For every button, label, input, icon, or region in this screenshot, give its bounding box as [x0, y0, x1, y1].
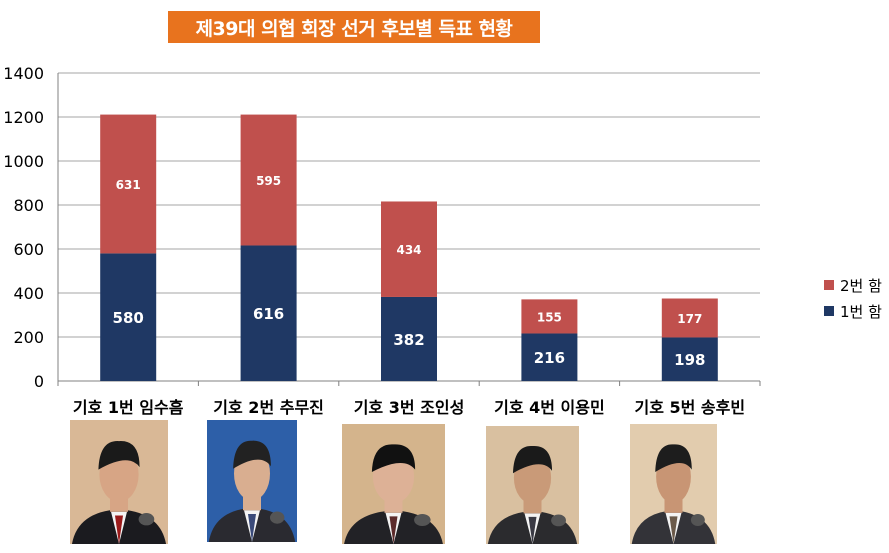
- x-category-label: 기호 5번 송후빈: [635, 398, 746, 417]
- legend-item-round1: 1번 함: [824, 298, 882, 324]
- data-label-round2: 434: [396, 243, 421, 257]
- data-label-round2: 595: [256, 174, 281, 188]
- data-label-round1: 216: [534, 349, 565, 367]
- chart-legend: 2번 함 1번 함: [824, 272, 882, 324]
- bar-round2: [240, 114, 297, 246]
- y-tick-label: 1400: [3, 64, 44, 83]
- data-label-round1: 198: [674, 351, 705, 369]
- bar-round1: [240, 245, 297, 381]
- y-tick-label: 400: [13, 284, 44, 303]
- data-label-round2: 155: [537, 310, 562, 324]
- legend-label-round1: 1번 함: [840, 302, 882, 321]
- legend-swatch-round2: [824, 280, 834, 290]
- legend-swatch-round1: [824, 306, 834, 316]
- data-label-round1: 382: [393, 331, 424, 349]
- candidate-photo: [207, 420, 297, 542]
- chart-title-text: 제39대 의협 회장 선거 후보별 득표 현황: [195, 17, 513, 40]
- y-tick-label: 200: [13, 328, 44, 347]
- y-tick-label: 0: [34, 372, 44, 391]
- y-tick-label: 1200: [3, 108, 44, 127]
- stacked-bar-chart: 0 200 400 600 800 1000 1200 1400 580 631 기호 1번 임수흠…: [3, 64, 761, 417]
- bar-round1: [381, 296, 437, 381]
- y-tick-label: 600: [13, 240, 44, 259]
- y-tick-label: 1000: [3, 152, 44, 171]
- legend-item-round2: 2번 함: [824, 272, 882, 298]
- data-label-round2: 631: [116, 178, 141, 192]
- bar-round2: [661, 298, 718, 338]
- x-category-label: 기호 4번 이용민: [494, 398, 605, 417]
- x-category-label: 기호 1번 임수흠: [73, 398, 184, 417]
- candidate-photo: [70, 420, 168, 544]
- bar-round1: [661, 337, 718, 381]
- x-category-label: 기호 3번 조인성: [354, 398, 465, 417]
- chart-title: 제39대 의협 회장 선거 후보별 득표 현황: [168, 11, 540, 43]
- candidate-photo: [486, 426, 579, 544]
- candidate-photo: [630, 424, 717, 544]
- x-category-label: 기호 2번 추무진: [213, 398, 324, 417]
- candidate-photo: [342, 424, 445, 544]
- bar-round2: [381, 201, 437, 297]
- data-label-round2: 177: [677, 312, 702, 326]
- legend-label-round2: 2번 함: [840, 276, 882, 295]
- bar-round1: [100, 253, 157, 381]
- data-label-round1: 616: [253, 305, 284, 323]
- y-tick-label: 800: [13, 196, 44, 215]
- bar-round1: [521, 333, 578, 381]
- bar-round2: [521, 299, 578, 334]
- data-label-round1: 580: [113, 309, 144, 327]
- candidate-photos: [0, 418, 889, 548]
- bar-round2: [100, 114, 157, 254]
